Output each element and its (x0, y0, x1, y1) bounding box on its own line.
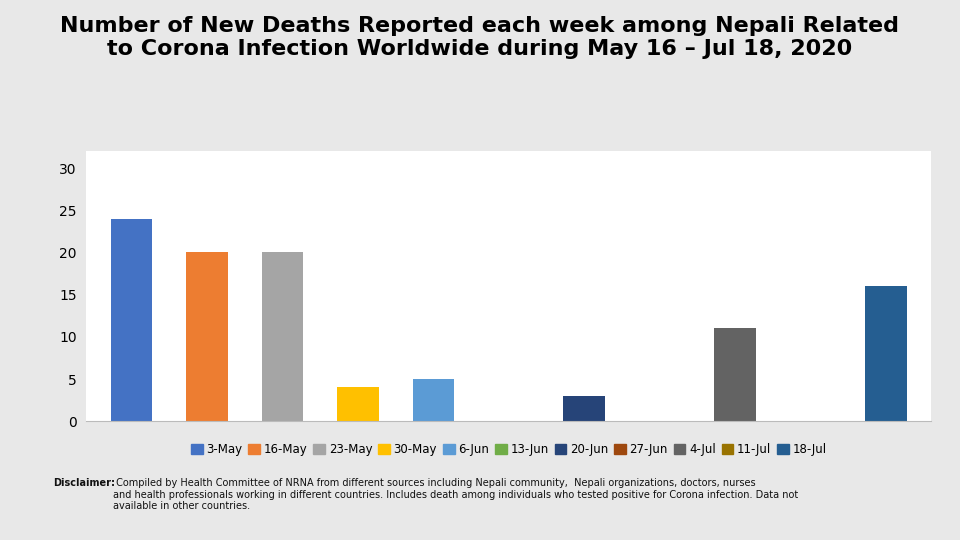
Bar (865, 286, 906, 421)
Text: Compiled by Health Committee of NRNA from different sources including Nepali com: Compiled by Health Committee of NRNA fro… (113, 478, 799, 511)
Bar (564, 396, 605, 421)
Bar (337, 388, 378, 421)
Bar (413, 379, 454, 421)
Legend: 3-May, 16-May, 23-May, 30-May, 6-Jun, 13-Jun, 20-Jun, 27-Jun, 4-Jul, 11-Jul, 18-: 3-May, 16-May, 23-May, 30-May, 6-Jun, 13… (191, 443, 827, 456)
Text: Disclaimer:: Disclaimer: (53, 478, 115, 488)
Bar (111, 219, 153, 421)
Bar (714, 328, 756, 421)
Bar (262, 252, 303, 421)
Text: Number of New Deaths Reported each week among Nepali Related
to Corona Infection: Number of New Deaths Reported each week … (60, 16, 900, 59)
Bar (186, 252, 228, 421)
